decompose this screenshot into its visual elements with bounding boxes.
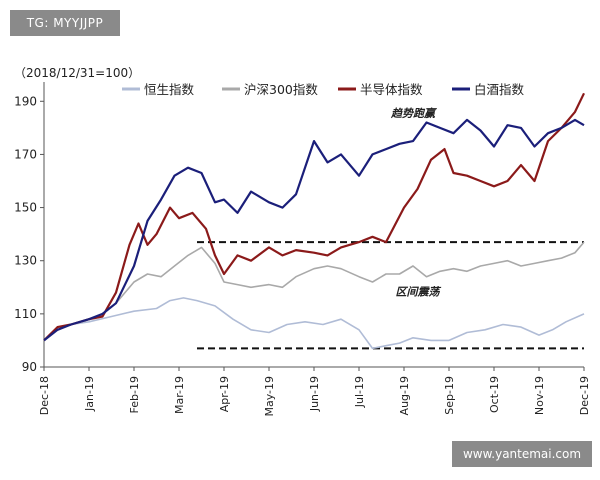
legend: 恒生指数 沪深300指数 半导体指数 白酒指数 — [122, 82, 525, 97]
x-tick-label: Apr-19 — [218, 376, 231, 412]
y-tick-label: 110 — [14, 307, 37, 321]
series-line — [43, 118, 585, 342]
watermark-top: TG: MYYJJPP — [10, 10, 120, 36]
x-tick-label: Aug-19 — [398, 376, 411, 415]
y-tick-label: 130 — [14, 254, 37, 268]
legend-label: 半导体指数 — [360, 82, 423, 97]
watermark-bottom: www.yantemai.com — [452, 441, 592, 467]
x-tick-label: May-19 — [263, 376, 276, 417]
x-tick-label: Jan-19 — [83, 376, 96, 412]
base-note: （2018/12/31=100） — [14, 66, 141, 80]
legend-label: 沪深300指数 — [244, 82, 318, 97]
x-tick-label: Sep-19 — [443, 376, 456, 415]
annotation-label: 区间震荡 — [396, 285, 442, 298]
x-tick-label: Jul-19 — [353, 376, 366, 408]
annotation-label: 趋势跑赢 — [390, 107, 437, 120]
x-tick-label: Nov-19 — [533, 376, 546, 415]
x-tick-label: Dec-18 — [38, 376, 51, 415]
legend-label: 恒生指数 — [144, 82, 195, 97]
x-tick-label: Mar-19 — [173, 376, 186, 414]
x-tick-label: Feb-19 — [128, 376, 141, 413]
series-line — [43, 297, 585, 350]
x-tick-label: Jun-19 — [308, 376, 321, 412]
series-lines — [43, 92, 585, 350]
reference-lines — [197, 241, 584, 350]
y-tick-label: 90 — [22, 360, 37, 374]
legend-label: 白酒指数 — [474, 82, 525, 97]
y-tick-label: 190 — [14, 94, 37, 108]
series-line — [43, 241, 585, 342]
axes: 90 110 130 150 170 190 Dec-18 Jan-19 Feb-19 Mar-1… — [14, 82, 591, 417]
x-tick-label: Oct-19 — [488, 376, 501, 413]
y-tick-label: 150 — [14, 201, 37, 215]
x-tick-label: Dec-19 — [578, 376, 591, 415]
y-tick-label: 170 — [14, 147, 37, 161]
series-line — [43, 92, 585, 342]
